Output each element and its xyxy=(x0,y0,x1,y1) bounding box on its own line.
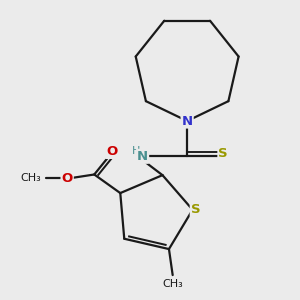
Text: S: S xyxy=(191,203,200,216)
Text: H: H xyxy=(132,146,140,156)
Text: S: S xyxy=(218,147,228,160)
Text: N: N xyxy=(137,150,148,163)
Text: O: O xyxy=(61,172,73,185)
Text: CH₃: CH₃ xyxy=(162,279,183,289)
Text: CH₃: CH₃ xyxy=(21,173,41,183)
Text: O: O xyxy=(106,145,117,158)
Text: N: N xyxy=(182,115,193,128)
